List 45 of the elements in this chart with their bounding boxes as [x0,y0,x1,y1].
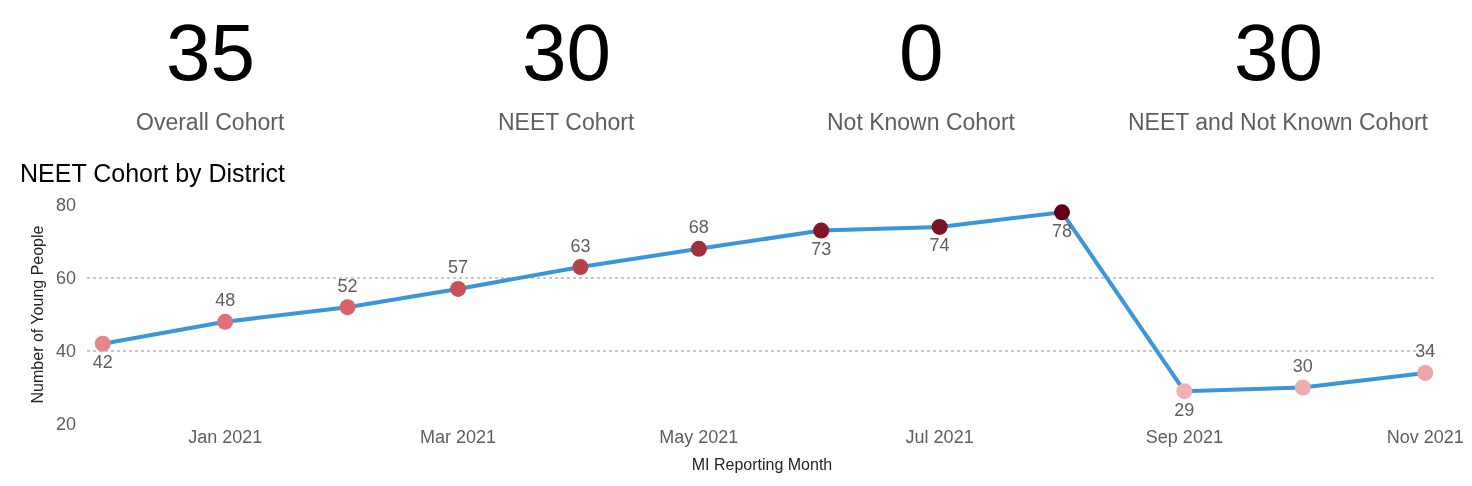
point [1417,364,1434,381]
data-label: 30 [1292,356,1313,376]
point [339,299,356,316]
data-label: 35 [166,8,255,97]
chart-title: NEET Cohort by District [20,159,285,187]
point [690,240,707,257]
data-label: 78 [1051,220,1073,241]
point [1294,379,1311,396]
data-label: 30 [1234,8,1323,97]
data-label: 34 [1415,341,1436,362]
y-tick-label: 80 [55,195,76,216]
x-axis-title: MI Reporting Month [691,455,833,473]
x-tick-label: Sep 2021 [1145,427,1223,447]
x-tick-label: May 2021 [659,427,739,447]
category-label: NEET Cohort [498,109,635,135]
category-label: Not Known Cohort [827,109,1016,135]
data-label: 42 [92,352,113,373]
category-label: Overall Cohort [136,109,285,135]
x-tick-label: Jul 2021 [905,427,974,447]
data-label: 57 [448,257,469,278]
point [572,259,589,276]
category-label: NEET and Not Known Cohort [1128,109,1429,135]
point [813,222,830,239]
y-tick-label: 40 [55,341,76,362]
data-label: 29 [1174,399,1195,420]
data-label: 52 [337,275,358,296]
y-tick-label: 60 [55,268,76,289]
data-label: 48 [215,290,236,311]
x-tick-label: Jan 2021 [188,427,263,447]
data-label: 73 [811,239,832,260]
y-axis-title: Number of Young People [28,225,46,404]
point [450,280,467,297]
point [1176,383,1193,400]
data-label: 63 [570,235,591,256]
x-tick-label: Mar 2021 [420,427,497,447]
point [217,313,234,330]
point [94,335,111,352]
point [1054,204,1070,221]
data-label: 68 [688,217,709,238]
point [931,218,948,235]
data-label: 74 [929,235,950,256]
y-tick-label: 20 [55,414,76,435]
data-label: 30 [522,8,611,97]
x-tick-label: Nov 2021 [1386,427,1464,447]
data-label: 0 [899,8,944,97]
